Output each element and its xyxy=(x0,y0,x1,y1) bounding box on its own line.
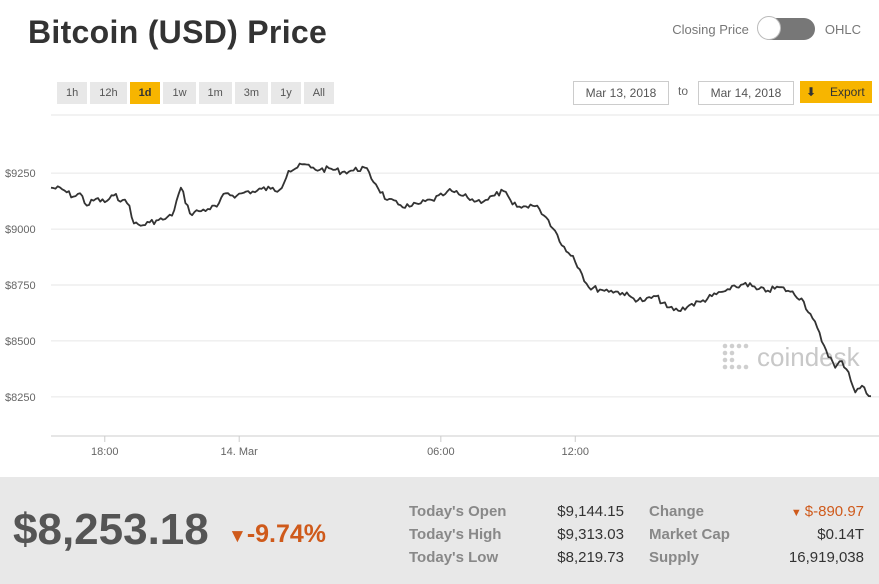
x-tick-label: 06:00 xyxy=(427,446,455,458)
coindesk-logo: coindesk xyxy=(722,342,861,372)
range-1y-button[interactable]: 1y xyxy=(271,82,301,104)
range-1d-button[interactable]: 1d xyxy=(129,82,161,104)
range-12h-button[interactable]: 12h xyxy=(90,82,127,104)
range-all-button[interactable]: All xyxy=(303,82,334,104)
supply-label: Supply xyxy=(649,549,700,566)
open-value: $9,144.15 xyxy=(557,503,624,520)
low-value: $8,219.73 xyxy=(557,549,624,566)
switch-knob[interactable] xyxy=(756,16,781,40)
current-price: $8,253.18 xyxy=(13,505,209,554)
change-down-icon: ▼ xyxy=(790,507,805,519)
ohlc-label: OHLC xyxy=(824,21,861,37)
x-tick-label: 12:00 xyxy=(561,446,589,458)
chart-mode-toggle: Closing Price OHLC xyxy=(672,16,861,40)
change-value: ▼ $-890.97 xyxy=(740,503,864,520)
y-axis-labels: $9250 $9000 $8750 $8500 $8250 xyxy=(5,168,36,404)
x-tick-label: 14. Mar xyxy=(221,446,259,458)
page-title: Bitcoin (USD) Price xyxy=(28,14,328,50)
down-triangle-icon: ▼ xyxy=(228,526,247,547)
x-axis-labels: 18:00 14. Mar 06:00 12:00 xyxy=(91,436,589,458)
range-1w-button[interactable]: 1w xyxy=(163,82,196,104)
market-cap-value: $0.14T xyxy=(817,526,864,543)
range-1m-button[interactable]: 1m xyxy=(198,82,232,104)
y-tick-label: $8500 xyxy=(5,336,36,348)
range-selector: 1h 12h 1d 1w 1m 3m 1y All xyxy=(57,82,337,104)
stats-panel: $8,253.18 ▼-9.74% Today's Open $9,144.15… xyxy=(0,477,879,584)
supply-value: 16,919,038 xyxy=(788,549,864,566)
low-label: Today's Low xyxy=(409,549,499,566)
closing-price-label: Closing Price xyxy=(672,21,749,37)
price-series-line xyxy=(50,162,872,398)
export-button[interactable]: ⬇ Export xyxy=(800,81,872,103)
market-cap-label: Market Cap xyxy=(649,526,730,543)
date-to-label: to xyxy=(678,84,689,98)
y-tick-label: $9000 xyxy=(5,224,36,236)
change-percent: ▼-9.74% xyxy=(228,520,326,549)
export-label: Export xyxy=(830,85,865,99)
range-1h-button[interactable]: 1h xyxy=(57,82,88,104)
to-date-input[interactable]: Mar 14, 2018 xyxy=(698,81,794,105)
price-chart[interactable]: $9250 $9000 $8750 $8500 $8250 18:00 14. Mar 06… xyxy=(0,110,879,470)
high-label: Today's High xyxy=(409,526,502,543)
from-date-input[interactable]: Mar 13, 2018 xyxy=(573,81,669,105)
change-label: Change xyxy=(649,503,705,520)
change-amount: $-890.97 xyxy=(804,503,864,520)
x-tick-label: 18:00 xyxy=(91,446,119,458)
y-tick-label: $9250 xyxy=(5,168,36,180)
change-percent-value: -9.74% xyxy=(246,520,327,548)
mode-switch[interactable] xyxy=(756,16,815,40)
open-label: Today's Open xyxy=(409,503,507,520)
high-value: $9,313.03 xyxy=(557,526,624,543)
y-tick-label: $8750 xyxy=(5,280,36,292)
download-arrow-icon: ⬇ xyxy=(806,85,817,99)
coindesk-logo-icon xyxy=(722,343,749,370)
range-3m-button[interactable]: 3m xyxy=(234,82,269,104)
y-tick-label: $8250 xyxy=(5,392,36,404)
